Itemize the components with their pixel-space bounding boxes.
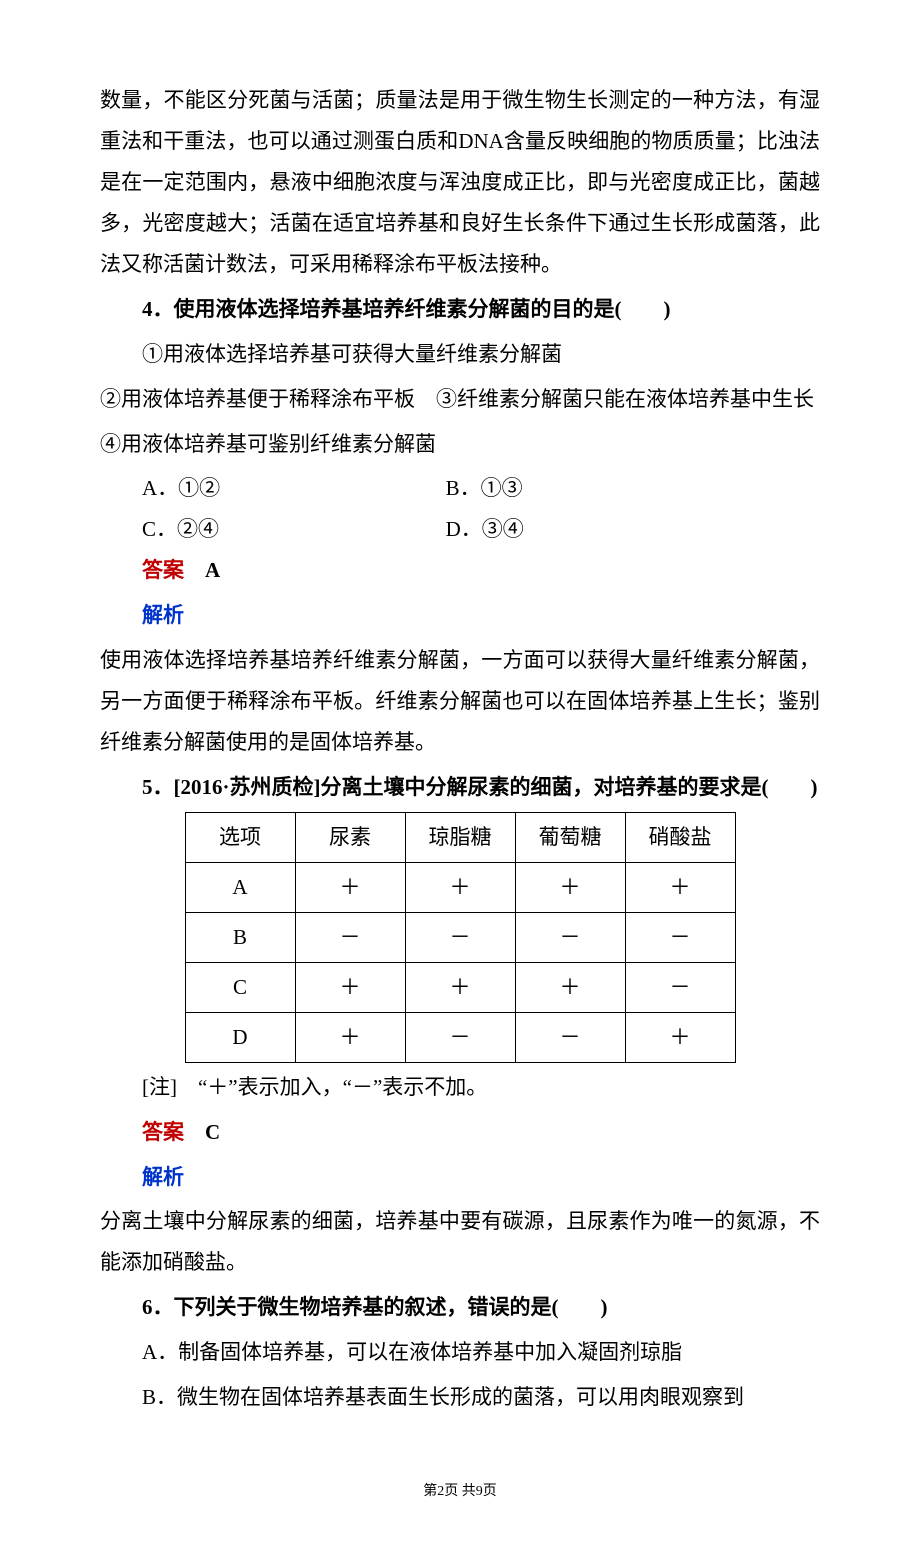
q5-th-3: 葡萄糖 xyxy=(515,812,625,862)
q5-td: ＋ xyxy=(295,962,405,1012)
q5-analysis-label-line: 解析 xyxy=(100,1157,820,1198)
table-row: B － － － － xyxy=(185,912,735,962)
q5-table-header-row: 选项 尿素 琼脂糖 葡萄糖 硝酸盐 xyxy=(185,812,735,862)
q4-stem: 4．使用液体选择培养基培养纤维素分解菌的目的是( ) xyxy=(100,289,820,330)
q5-note: [注] “＋”表示加入，“－”表示不加。 xyxy=(100,1067,820,1108)
q4-analysis-label: 解析 xyxy=(142,603,184,627)
q6-stem: 6．下列关于微生物培养基的叙述，错误的是( ) xyxy=(100,1287,820,1328)
q5-td: ＋ xyxy=(625,1012,735,1062)
q5-td: B xyxy=(185,912,295,962)
q4-opt4: ④用液体培养基可鉴别纤维素分解菌 xyxy=(100,424,820,465)
q4-options-cd: C．②④ D．③④ xyxy=(100,509,820,550)
intro-paragraph: 数量，不能区分死菌与活菌；质量法是用于微生物生长测定的一种方法，有湿重法和干重法… xyxy=(100,80,820,285)
q5-th-4: 硝酸盐 xyxy=(625,812,735,862)
q5-answer-value: C xyxy=(184,1120,220,1144)
q5-td: A xyxy=(185,862,295,912)
q5-th-2: 琼脂糖 xyxy=(405,812,515,862)
q5-td: C xyxy=(185,962,295,1012)
q5-analysis-body: 分离土壤中分解尿素的细菌，培养基中要有碳源，且尿素作为唯一的氮源，不能添加硝酸盐… xyxy=(100,1201,820,1283)
q6-option-b: B．微生物在固体培养基表面生长形成的菌落，可以用肉眼观察到 xyxy=(100,1377,820,1418)
q4-analysis-body: 使用液体选择培养基培养纤维素分解菌，一方面可以获得大量纤维素分解菌，另一方面便于… xyxy=(100,640,820,763)
q4-opt23: ②用液体培养基便于稀释涂布平板 ③纤维素分解菌只能在液体培养基中生长 xyxy=(100,379,820,420)
q5-table: 选项 尿素 琼脂糖 葡萄糖 硝酸盐 A ＋ ＋ ＋ ＋ B － － － － C … xyxy=(185,812,736,1063)
q4-opt1: ①用液体选择培养基可获得大量纤维素分解菌 xyxy=(100,334,820,375)
q5-answer-line: 答案 C xyxy=(100,1112,820,1153)
q5-td: － xyxy=(515,912,625,962)
q5-answer-label: 答案 xyxy=(142,1120,184,1144)
q4-option-c: C．②④ xyxy=(100,509,446,550)
table-row: D ＋ － － ＋ xyxy=(185,1012,735,1062)
q5-td: － xyxy=(295,912,405,962)
q5-td: ＋ xyxy=(625,862,735,912)
q5-td: ＋ xyxy=(405,962,515,1012)
q5-th-1: 尿素 xyxy=(295,812,405,862)
q5-td: － xyxy=(405,912,515,962)
q4-option-b: B．①③ xyxy=(446,468,523,509)
q4-option-d: D．③④ xyxy=(446,509,524,550)
q5-td: ＋ xyxy=(295,1012,405,1062)
q4-option-a: A．①② xyxy=(100,468,446,509)
q5-td: － xyxy=(515,1012,625,1062)
q5-td: ＋ xyxy=(405,862,515,912)
q4-answer-label: 答案 xyxy=(142,558,184,582)
q5-th-0: 选项 xyxy=(185,812,295,862)
q5-td: D xyxy=(185,1012,295,1062)
q5-stem: 5．[2016·苏州质检]分离土壤中分解尿素的细菌，对培养基的要求是( ) xyxy=(100,767,820,808)
page-footer: 第2页 共9页 xyxy=(100,1478,820,1505)
table-row: A ＋ ＋ ＋ ＋ xyxy=(185,862,735,912)
q4-answer-line: 答案 A xyxy=(100,550,820,591)
q5-td: － xyxy=(625,912,735,962)
q5-td: － xyxy=(405,1012,515,1062)
q5-td: ＋ xyxy=(515,862,625,912)
q4-options-ab: A．①② B．①③ xyxy=(100,468,820,509)
q4-analysis-label-line: 解析 xyxy=(100,595,820,636)
q5-td: ＋ xyxy=(295,862,405,912)
q5-analysis-label: 解析 xyxy=(142,1165,184,1189)
q5-td: － xyxy=(625,962,735,1012)
q5-td: ＋ xyxy=(515,962,625,1012)
table-row: C ＋ ＋ ＋ － xyxy=(185,962,735,1012)
q6-option-a: A．制备固体培养基，可以在液体培养基中加入凝固剂琼脂 xyxy=(100,1332,820,1373)
q4-answer-value: A xyxy=(184,558,220,582)
